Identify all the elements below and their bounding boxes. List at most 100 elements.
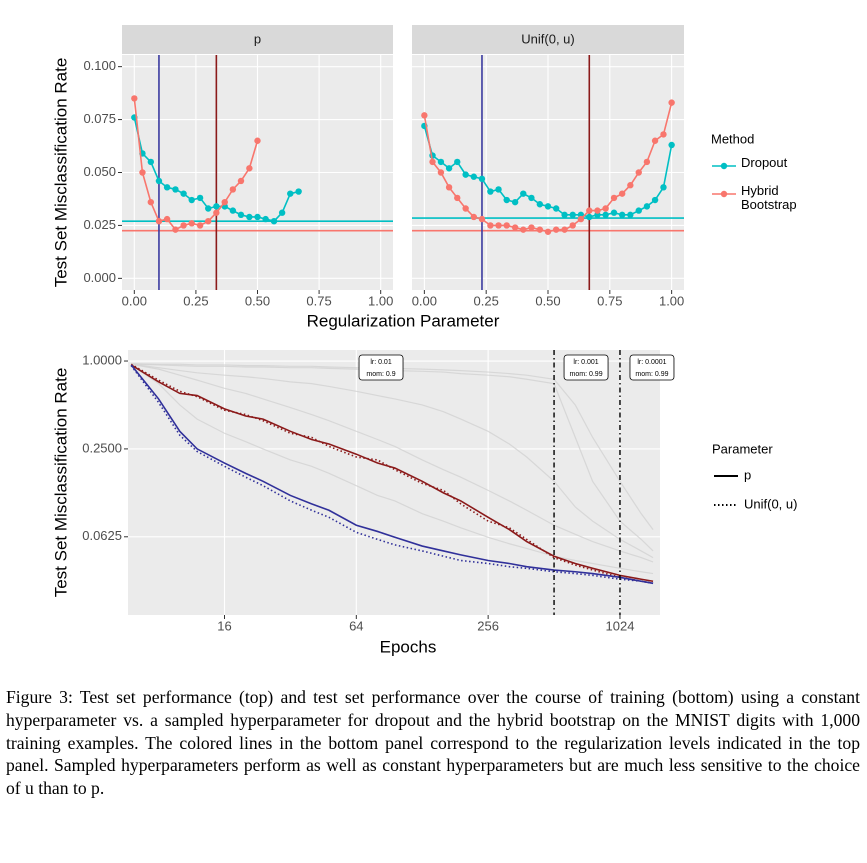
data-point	[528, 224, 535, 231]
x-tick-label: 256	[477, 618, 499, 633]
data-point	[429, 158, 436, 166]
data-point	[287, 190, 294, 197]
data-point	[213, 203, 220, 210]
data-line	[130, 364, 654, 583]
data-point	[660, 131, 667, 138]
data-point	[254, 137, 261, 144]
x-axis-title: Epochs	[380, 637, 437, 656]
data-point	[270, 217, 278, 225]
x-tick-label: 0.25	[183, 293, 208, 308]
data-point	[262, 215, 269, 223]
background-line	[131, 363, 654, 563]
data-point	[668, 99, 675, 106]
facet-title: p	[254, 31, 261, 46]
data-point	[205, 205, 212, 212]
legend-label-box: Dropout	[741, 156, 788, 170]
data-point	[503, 222, 510, 229]
data-point	[520, 226, 527, 233]
data-point	[445, 165, 453, 172]
data-point	[246, 213, 253, 221]
data-point	[610, 194, 618, 202]
y-tick-label: 0.075	[83, 111, 116, 126]
y-tick-label: 0.100	[83, 58, 116, 73]
data-point	[602, 211, 609, 219]
data-point	[205, 217, 212, 225]
data-point	[172, 226, 179, 233]
annotation-box	[563, 354, 609, 381]
data-point	[437, 169, 445, 176]
data-point	[487, 188, 494, 195]
data-point	[221, 198, 228, 206]
data-point	[246, 165, 253, 172]
annotation-box	[358, 354, 404, 381]
figure: Test Set Misclassification Rate Regulariz…	[51, 25, 797, 656]
annotation-text: lr: 0.001	[573, 359, 598, 366]
caption: Figure 3: Test set performance (top) and…	[6, 687, 860, 799]
x-tick-label: 0.00	[122, 293, 147, 308]
x-tick-label: 0.00	[412, 293, 437, 308]
data-point	[278, 209, 286, 216]
data-point	[196, 222, 204, 229]
data-point	[602, 205, 609, 212]
data-point	[511, 198, 519, 206]
data-point	[536, 201, 544, 208]
data-point	[180, 190, 187, 197]
data-point	[610, 209, 618, 216]
data-point	[147, 158, 155, 166]
data-point	[544, 203, 552, 210]
data-point	[131, 95, 138, 102]
annotation-box	[629, 354, 675, 381]
y-tick-label: 0.0625	[82, 528, 122, 543]
data-point	[172, 186, 179, 193]
data-point	[618, 190, 626, 197]
data-point	[454, 158, 461, 166]
data-point	[445, 184, 453, 191]
data-point	[643, 203, 651, 210]
data-point	[163, 215, 171, 223]
x-tick-label: 0.50	[535, 293, 560, 308]
panel-background	[128, 350, 660, 615]
data-point	[503, 196, 510, 204]
y-tick-label: 0.025	[83, 217, 116, 232]
data-point	[237, 211, 245, 219]
data-point	[520, 190, 527, 197]
x-tick-label: 0.25	[474, 293, 499, 308]
data-point	[668, 141, 675, 149]
data-point	[437, 158, 445, 166]
data-point	[536, 226, 544, 233]
data-point	[586, 207, 593, 214]
data-point	[462, 171, 469, 178]
data-point	[478, 215, 486, 223]
data-point	[188, 220, 195, 227]
legend-label-box: Hybrid Bootstrap	[741, 184, 797, 212]
data-point	[561, 226, 568, 233]
legend-key	[720, 190, 728, 198]
facet-title: Unif(0, u)	[521, 31, 574, 46]
x-tick-label: 64	[349, 618, 363, 633]
legend-title: Method	[711, 131, 754, 146]
legend-title: Parameter	[712, 441, 773, 456]
data-point	[454, 194, 461, 202]
data-point	[594, 207, 601, 214]
data-point	[552, 226, 560, 233]
data-point	[561, 211, 568, 219]
x-tick-label: 0.75	[306, 293, 331, 308]
y-axis-title: Test Set Misclassification Rate	[51, 368, 70, 598]
data-point	[229, 186, 237, 193]
data-point	[254, 213, 261, 221]
data-point	[528, 194, 535, 202]
data-point	[569, 211, 576, 219]
y-tick-label: 0.000	[83, 270, 116, 285]
y-tick-label: 0.050	[83, 164, 116, 179]
data-point	[544, 228, 552, 235]
background-line	[131, 363, 654, 559]
data-point	[229, 207, 237, 214]
legend-label: Dropout	[741, 156, 788, 170]
data-point	[237, 177, 245, 185]
data-point	[295, 188, 302, 195]
annotation-text: lr: 0.01	[370, 359, 392, 366]
data-point	[487, 222, 494, 229]
data-point	[635, 169, 642, 176]
x-tick-label: 1024	[606, 618, 635, 633]
